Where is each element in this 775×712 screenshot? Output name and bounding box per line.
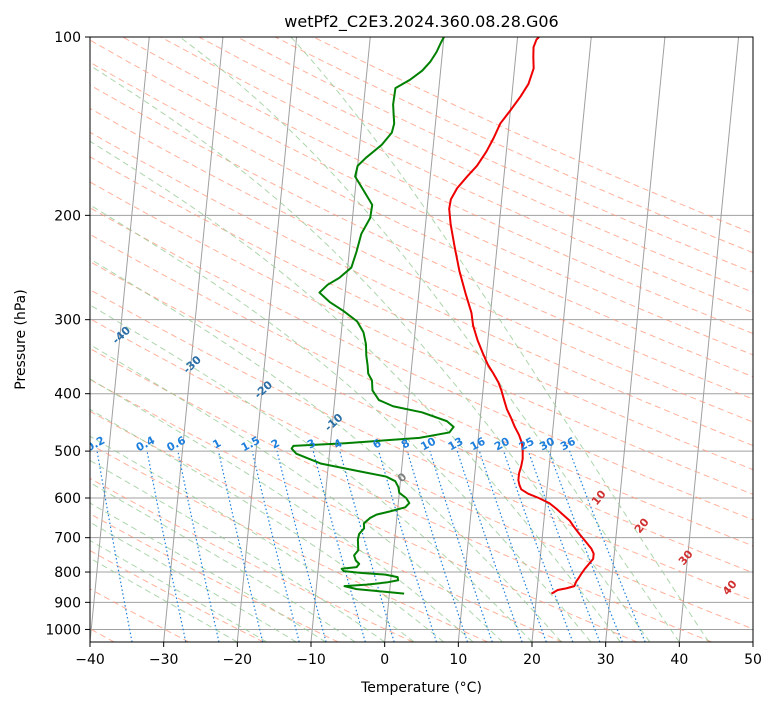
mixing-ratio-line	[339, 450, 395, 642]
x-axis-label: Temperature (°C)	[360, 680, 482, 696]
x-tick-label: −10	[296, 652, 326, 668]
dewpoint-profile	[290, 37, 455, 595]
y-tick-label: 300	[54, 313, 81, 329]
x-tick-label: −30	[149, 652, 179, 668]
mixing-ratio-line	[276, 450, 327, 642]
moist-adiabat	[90, 64, 651, 642]
isotherm-line	[605, 37, 666, 642]
dry-adiabat	[90, 550, 264, 642]
dry-adiabat	[90, 181, 753, 495]
mixing-ratio-line	[378, 450, 437, 642]
axis-ticks: −40 −30 −20 −10 0 10 20 30 40 50 100 200 300 400 500 60…	[45, 30, 762, 668]
moist-adiabat	[90, 502, 326, 642]
mixing-ratio-line	[569, 450, 646, 642]
mixing-ratio-line	[177, 450, 220, 642]
mixing-ratio-line	[548, 450, 623, 642]
isotherm-line	[678, 37, 740, 642]
temperature-profile	[448, 37, 595, 595]
dry-adiabat	[90, 39, 753, 356]
dry-adiabat	[90, 61, 753, 378]
mixing-ratio-line	[217, 450, 264, 642]
moist-adiabat	[90, 539, 268, 642]
dry-adiabat	[90, 131, 753, 447]
mixing-ratio-label: 30	[537, 435, 557, 454]
dry-adiabat	[90, 347, 712, 642]
mixing-ratio-line	[312, 450, 366, 642]
moist-adiabat	[90, 258, 562, 642]
isotherm-line	[531, 37, 592, 642]
moist-adiabat	[290, 37, 710, 642]
plot-frame	[89, 36, 754, 643]
mixing-ratio-line	[527, 450, 601, 642]
x-tick-label: 10	[449, 652, 467, 668]
mixing-ratio-label: 36	[558, 435, 578, 454]
dry-adiabat	[90, 477, 414, 642]
moist-adiabat	[90, 482, 356, 642]
dry-adiabat	[160, 37, 753, 314]
sounding-series	[290, 37, 595, 595]
x-tick-label: −20	[223, 652, 253, 668]
mixing-ratio-line	[503, 450, 574, 642]
y-tick-label: 500	[54, 444, 81, 460]
y-axis-label: Pressure (hPa)	[13, 289, 29, 389]
mixing-ratio-line	[429, 450, 493, 642]
mixing-ratio-label: 13	[446, 435, 466, 454]
isotherm-line	[384, 37, 445, 642]
y-tick-label: 100	[54, 30, 81, 46]
y-tick-label: 200	[54, 208, 81, 224]
y-tick-label: 900	[54, 595, 81, 611]
x-tick-label: 50	[744, 652, 762, 668]
dry-adiabat	[198, 37, 753, 293]
mixing-ratio-line	[406, 450, 469, 642]
background-grid	[90, 37, 753, 642]
mixing-ratio-label: 16	[468, 435, 488, 454]
isotherm-line	[236, 37, 298, 642]
mixing-ratio-line	[146, 450, 187, 642]
moist-adiabat	[90, 408, 444, 642]
x-tick-label: −40	[75, 652, 105, 668]
x-tick-label: 0	[380, 652, 389, 668]
x-tick-label: 20	[523, 652, 541, 668]
isotherm-line	[457, 37, 519, 642]
moist-adiabat	[90, 140, 621, 642]
mixing-ratio-label: 10	[418, 435, 438, 454]
y-tick-label: 1000	[45, 622, 81, 638]
mixing-ratio-line	[478, 450, 547, 642]
y-tick-label: 800	[54, 565, 81, 581]
mixing-ratio-label: 25	[517, 435, 537, 454]
isotherm-line	[163, 37, 224, 642]
y-tick-label: 700	[54, 531, 81, 547]
moist-adiabat	[90, 435, 415, 642]
y-tick-label: 400	[54, 387, 81, 403]
moist-adiabat	[90, 204, 592, 642]
dry-adiabat	[90, 233, 753, 547]
x-tick-label: 30	[597, 652, 615, 668]
dry-adiabat	[90, 410, 563, 642]
moist-adiabat	[90, 304, 533, 642]
dry-adiabat	[90, 207, 753, 521]
dry-adiabat	[90, 318, 753, 630]
chart-title: wetPf2_C2E3.2024.360.08.28.G06	[284, 12, 558, 32]
dry-adiabat	[90, 513, 339, 642]
mixing-ratio-label: 20	[492, 435, 512, 454]
mixing-ratio-line	[456, 450, 523, 642]
mixing-ratio-line	[251, 450, 300, 642]
y-tick-label: 600	[54, 491, 81, 507]
dry-adiabat	[90, 443, 488, 642]
moist-adiabat	[90, 344, 503, 642]
isotherm-line	[90, 37, 150, 642]
moist-adiabat	[90, 459, 385, 642]
moist-adiabat	[179, 37, 680, 642]
dry-adiabat	[90, 107, 753, 423]
x-tick-label: 40	[670, 652, 688, 668]
